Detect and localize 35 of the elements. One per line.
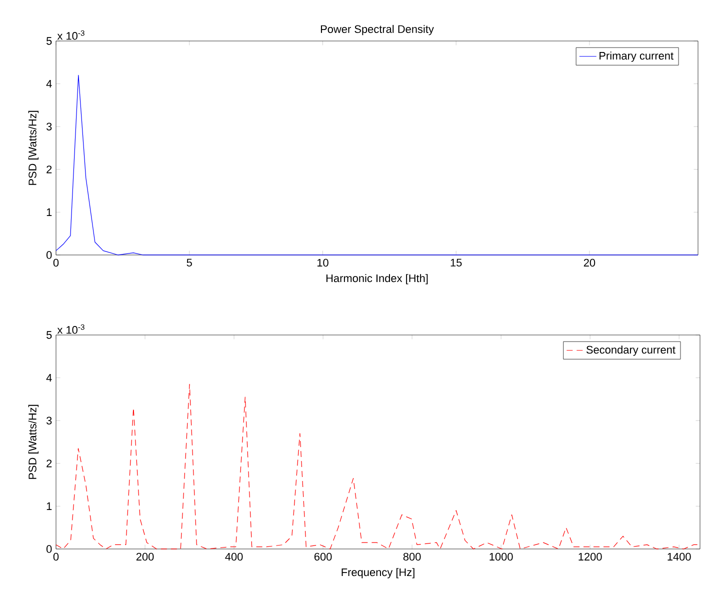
y-tick-label: 0 (46, 545, 52, 553)
legend-label: Primary current (600, 52, 674, 62)
x-tick-label: 20 (584, 258, 596, 267)
line-series (56, 74, 698, 256)
y-tick-label: 3 (46, 416, 52, 424)
x-tick-label: 1200 (578, 552, 602, 561)
x-tick-label: 0 (53, 552, 59, 561)
x-tick-label: 5 (186, 258, 192, 266)
y-axis-title: PSD [Watts/Hz] (28, 404, 39, 479)
y-axis-title: PSD [Watts/Hz] (28, 110, 39, 185)
legend-label: Secondary current (586, 346, 676, 356)
x-tick-label: 600 (314, 552, 332, 561)
text: x 10$^{-3}$ (57, 324, 84, 334)
x-tick-label: 0 (53, 258, 59, 267)
x-axis-title: Frequency [Hz] (342, 568, 414, 578)
x-axis-title: Harmonic Index [Hth] (326, 274, 428, 284)
x-tick-label: 400 (225, 552, 243, 561)
text: x 10$^{-3}$ (57, 30, 84, 40)
x-tick-label: 200 (136, 552, 154, 561)
y-tick-label: 1 (46, 502, 52, 510)
y-tick-label: 4 (46, 80, 52, 88)
y-tick-label: 5 (46, 331, 52, 339)
y-tick-label: 2 (46, 166, 52, 174)
y-tick-label: 3 (46, 122, 52, 130)
y-tick-label: 4 (46, 374, 52, 382)
x-tick-label: 1400 (668, 552, 691, 561)
y-tick-label: 5 (46, 37, 52, 45)
x-tick-label: 1000 (490, 552, 513, 561)
x-tick-label: 15 (450, 258, 462, 266)
y-tick-label: 0 (46, 251, 52, 259)
y-tick-label: 2 (46, 460, 52, 468)
chart-title: Power Spectral Density (320, 24, 434, 36)
x-tick-label: 10 (317, 258, 328, 267)
x-tick-label: 800 (403, 552, 421, 561)
y-tick-label: 1 (46, 208, 52, 216)
